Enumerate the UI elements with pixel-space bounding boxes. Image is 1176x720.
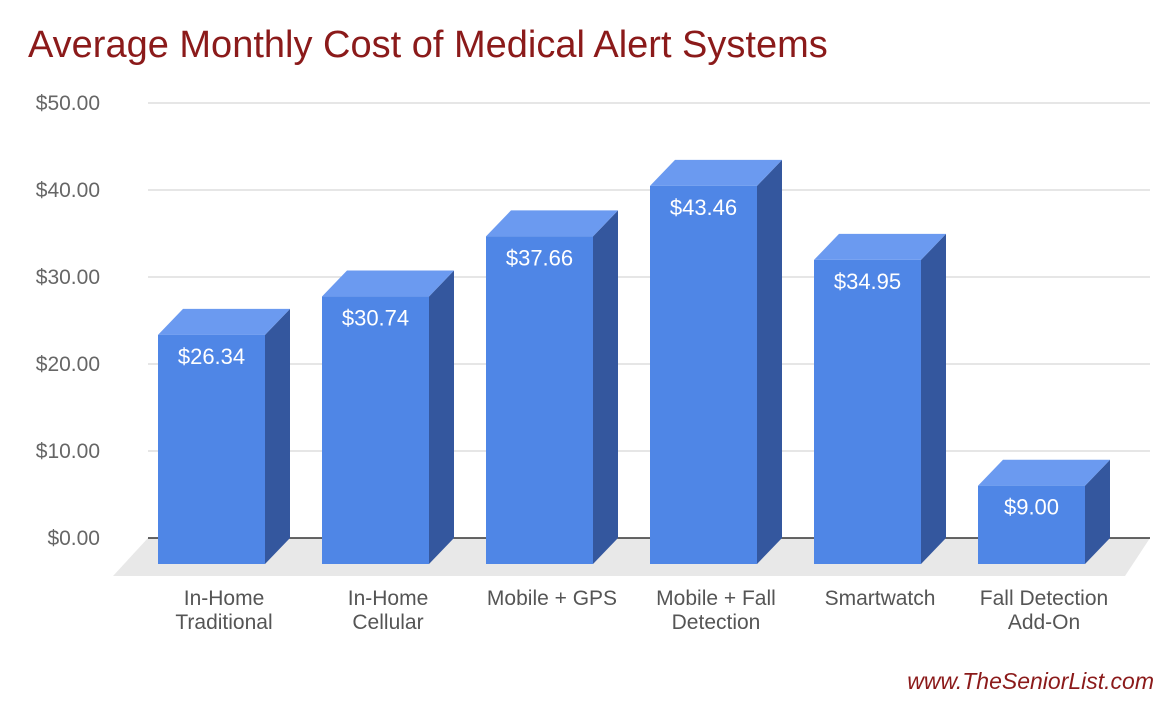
- y-tick-label: $10.00: [36, 440, 100, 463]
- bar-side: [757, 159, 782, 564]
- bar-front: [650, 185, 757, 564]
- category-label: Fall Detection: [980, 587, 1108, 610]
- bar-top: [978, 459, 1110, 486]
- y-tick-label: $40.00: [36, 179, 100, 202]
- bar-front: [158, 334, 265, 564]
- data-label: $34.95: [834, 269, 901, 294]
- category-label: Cellular: [352, 611, 423, 634]
- bar-front: [814, 259, 921, 564]
- category-label: In-Home: [348, 587, 429, 610]
- bar-side: [1085, 459, 1110, 564]
- bar: $34.95: [814, 233, 946, 564]
- bar-top: [158, 308, 290, 335]
- category-label: In-Home: [184, 587, 265, 610]
- chart-title: Average Monthly Cost of Medical Alert Sy…: [28, 24, 828, 66]
- bar-top: [650, 159, 782, 186]
- category-label: Mobile + Fall: [656, 587, 776, 610]
- category-label: Add-On: [1008, 611, 1080, 634]
- bar-front: [978, 485, 1085, 564]
- bar: $43.46: [650, 159, 782, 564]
- bar-side: [593, 210, 618, 564]
- data-label: $30.74: [342, 306, 409, 331]
- y-axis-ticks: $0.00 $10.00 $20.00 $30.00 $40.00 $50.00: [36, 92, 100, 550]
- category-label: Mobile + GPS: [487, 587, 617, 610]
- bars: $26.34 $30.74 $37.66 $43.46 $34.95 $9.00: [158, 159, 1110, 564]
- data-label: $43.46: [670, 195, 737, 220]
- bar-side: [429, 270, 454, 564]
- y-tick-label: $50.00: [36, 92, 100, 115]
- bar-side: [265, 308, 290, 564]
- y-tick-label: $20.00: [36, 353, 100, 376]
- bar-side: [921, 233, 946, 564]
- data-label: $37.66: [506, 245, 573, 270]
- data-label: $9.00: [1004, 495, 1059, 520]
- bar-front: [322, 296, 429, 564]
- source-credit[interactable]: www.TheSeniorList.com: [907, 668, 1154, 694]
- category-label: Smartwatch: [825, 587, 936, 610]
- bar: $26.34: [158, 308, 290, 564]
- bar-top: [486, 210, 618, 237]
- bar-top: [322, 270, 454, 297]
- bar-top: [814, 233, 946, 260]
- bar: $9.00: [978, 459, 1110, 564]
- y-tick-label: $0.00: [47, 527, 100, 550]
- category-label: Traditional: [175, 611, 272, 634]
- bar: $30.74: [322, 270, 454, 564]
- category-label: Detection: [672, 611, 761, 634]
- data-label: $26.34: [178, 344, 245, 369]
- category-labels: In-HomeTraditionalIn-HomeCellularMobile …: [175, 587, 1108, 634]
- bar-front: [486, 236, 593, 564]
- bar: $37.66: [486, 210, 618, 564]
- y-tick-label: $30.00: [36, 266, 100, 289]
